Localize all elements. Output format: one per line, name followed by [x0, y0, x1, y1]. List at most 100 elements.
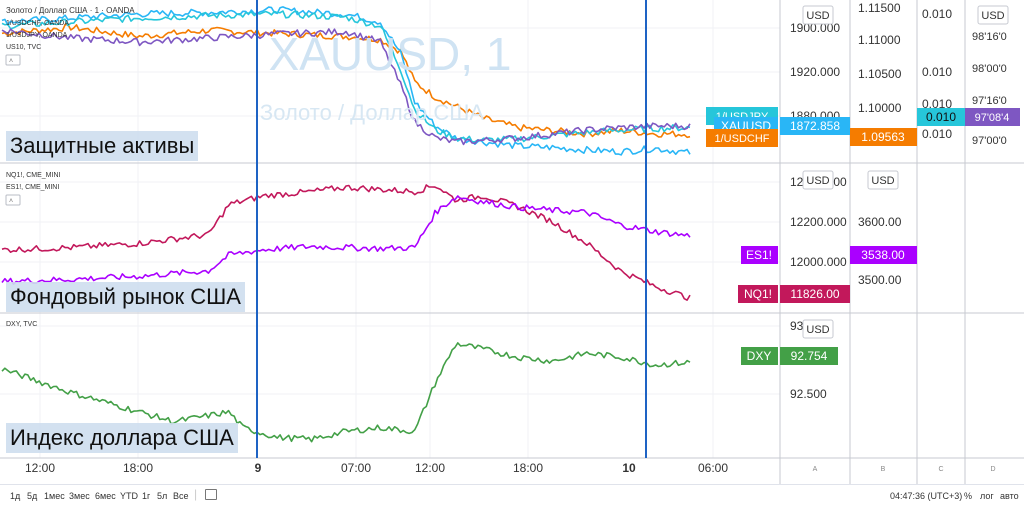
unit-usd-top-a[interactable]: USD [802, 5, 834, 25]
svg-text:97'08'4: 97'08'4 [975, 112, 1010, 124]
unit-usd-top-d[interactable]: USD [977, 5, 1009, 25]
axis-c-ticks: 0.010 0.010 0.010 0.010 [922, 7, 952, 141]
legend-us10[interactable]: US10, TVC [6, 44, 41, 51]
toolbar-divider: | [194, 487, 198, 501]
series-line-0-2[interactable] [1, 10, 691, 144]
legend-usdjpy[interactable]: 1/USDJPY, OANDA [6, 32, 68, 39]
range-5d[interactable]: 5д [27, 491, 38, 501]
tick-d-2: 98'00'0 [972, 63, 1007, 75]
svg-text:USD: USD [981, 10, 1004, 22]
time-axis[interactable]: 12:00 18:00 9 07:00 12:00 18:00 10 06:00 [25, 461, 728, 475]
series-line-1-1[interactable] [1, 195, 691, 286]
grid-lines [0, 0, 780, 458]
series-line-0-0[interactable] [1, 23, 691, 139]
range-3m[interactable]: 3мес [69, 491, 90, 501]
tick-c-1: 0.010 [922, 7, 952, 21]
scale-letter-d: D [990, 466, 995, 473]
svg-text:USD: USD [871, 175, 894, 187]
range-all[interactable]: Все [173, 491, 189, 501]
badge-es: ES1! 3538.00 [741, 246, 917, 264]
chevron-up-icon: ˄ [9, 58, 13, 65]
range-ytd[interactable]: YTD [120, 491, 138, 501]
calendar-icon[interactable] [205, 489, 217, 500]
tick-b-3: 1.10500 [858, 67, 902, 81]
range-6m[interactable]: 6мес [95, 491, 116, 501]
time-label-5: 12:00 [415, 461, 445, 475]
scale-letter-b: B [881, 466, 886, 473]
tick-a-top-2: 1920.000 [790, 65, 840, 79]
tick-d-1: 98'16'0 [972, 31, 1007, 43]
legend-xauusd[interactable]: Золото / Доллар США · 1 · OANDA [6, 6, 135, 15]
unit-usd-bot-a[interactable]: USD [802, 319, 834, 339]
svg-text:DXY: DXY [747, 349, 772, 363]
time-label-3: 9 [255, 461, 262, 475]
log-toggle[interactable]: лог [980, 491, 994, 501]
tick-a-mid-2: 12200.000 [790, 215, 847, 229]
svg-text:1/USDCHF: 1/USDCHF [714, 133, 769, 145]
scale-letter-a: A [813, 466, 818, 473]
collapse-legend-icon-mid[interactable] [5, 194, 21, 206]
svg-text:USD: USD [806, 10, 829, 22]
chart-canvas: XAUUSD, 1 Золото / Доллар США Золото / Д… [0, 0, 1024, 484]
series-line-0-3[interactable] [1, 28, 691, 146]
tick-a-bot-2: 92.500 [790, 387, 827, 401]
tick-d-3: 97'16'0 [972, 95, 1007, 107]
tick-b-mid-1: 3600.00 [858, 215, 902, 229]
tick-b-4: 1.10000 [858, 101, 902, 115]
svg-text:NQ1!: NQ1! [744, 287, 772, 301]
svg-text:1.09563: 1.09563 [861, 130, 905, 144]
bottom-toolbar: 1д 5д 1мес 3мес 6мес YTD 1г 5л Все | 04:… [0, 484, 1024, 507]
tick-b-2: 1.11000 [858, 33, 901, 47]
svg-text:11826.00: 11826.00 [790, 287, 839, 301]
auto-toggle[interactable]: авто [1000, 491, 1019, 501]
series-line-1-0[interactable] [1, 184, 691, 301]
watermark-title: XAUUSD, 1 [269, 28, 512, 80]
badge-dxy: DXY 92.754 [741, 347, 838, 365]
svg-text:92.754: 92.754 [791, 349, 828, 363]
series-line-2-0[interactable] [1, 342, 691, 443]
percent-toggle[interactable]: % [964, 491, 973, 501]
legend-dxy[interactable]: DXY, TVC [6, 321, 37, 328]
svg-text:USD: USD [806, 324, 829, 336]
tick-b-1: 1.11500 [858, 1, 901, 15]
collapse-legend-icon[interactable] [5, 54, 21, 66]
tick-a-mid-3: 12000.000 [790, 255, 847, 269]
svg-text:1872.858: 1872.858 [790, 119, 840, 133]
axis-d-ticks: 98'16'0 98'00'0 97'16'0 97'00'0 [972, 31, 1007, 147]
badge-us10: 0.010 97'08'4 [917, 108, 1020, 126]
range-1y[interactable]: 1г [142, 491, 151, 501]
unit-usd-mid-b[interactable]: USD [867, 170, 899, 190]
watermark-subtitle: Золото / Доллар США [260, 100, 484, 125]
tick-b-mid-2: 3500.00 [858, 273, 902, 287]
time-label-8: 06:00 [698, 461, 728, 475]
range-1m[interactable]: 1мес [44, 491, 65, 501]
caption-safe-assets: Защитные активы [6, 131, 199, 161]
svg-text:USD: USD [806, 175, 829, 187]
badge-usdchf: 1/USDCHF 1.09563 [706, 128, 917, 147]
caption-stock-market: Фондовый рынок США [6, 282, 245, 312]
time-label-2: 18:00 [123, 461, 153, 475]
svg-text:3538.00: 3538.00 [861, 248, 905, 262]
tick-c-4: 0.010 [922, 127, 952, 141]
time-label-4: 07:00 [341, 461, 371, 475]
time-label-1: 12:00 [25, 461, 55, 475]
legend-es[interactable]: ES1!, CME_MINI [6, 184, 59, 191]
chevron-up-icon-mid: ˄ [9, 198, 13, 205]
clock[interactable]: 04:47:36 (UTC+3) [890, 491, 963, 501]
svg-text:0.010: 0.010 [926, 110, 956, 124]
tick-a-bot-1: 93 [790, 319, 804, 333]
svg-text:ES1!: ES1! [746, 248, 772, 262]
legend-usdchf[interactable]: 1/USDCHF, OANDA [6, 20, 69, 27]
badge-nq: NQ1! 11826.00 [738, 285, 850, 303]
tick-d-4: 97'00'0 [972, 135, 1007, 147]
caption-dollar-index: Индекс доллара США [6, 423, 238, 453]
legend-nq[interactable]: NQ1!, CME_MINI [6, 172, 61, 179]
unit-usd-mid-a[interactable]: USD [802, 170, 834, 190]
time-label-6: 18:00 [513, 461, 543, 475]
tick-c-3: 0.010 [922, 97, 952, 111]
range-5y[interactable]: 5л [157, 491, 168, 501]
range-1d[interactable]: 1д [10, 491, 21, 501]
time-label-7: 10 [622, 461, 636, 475]
tick-c-2: 0.010 [922, 65, 952, 79]
